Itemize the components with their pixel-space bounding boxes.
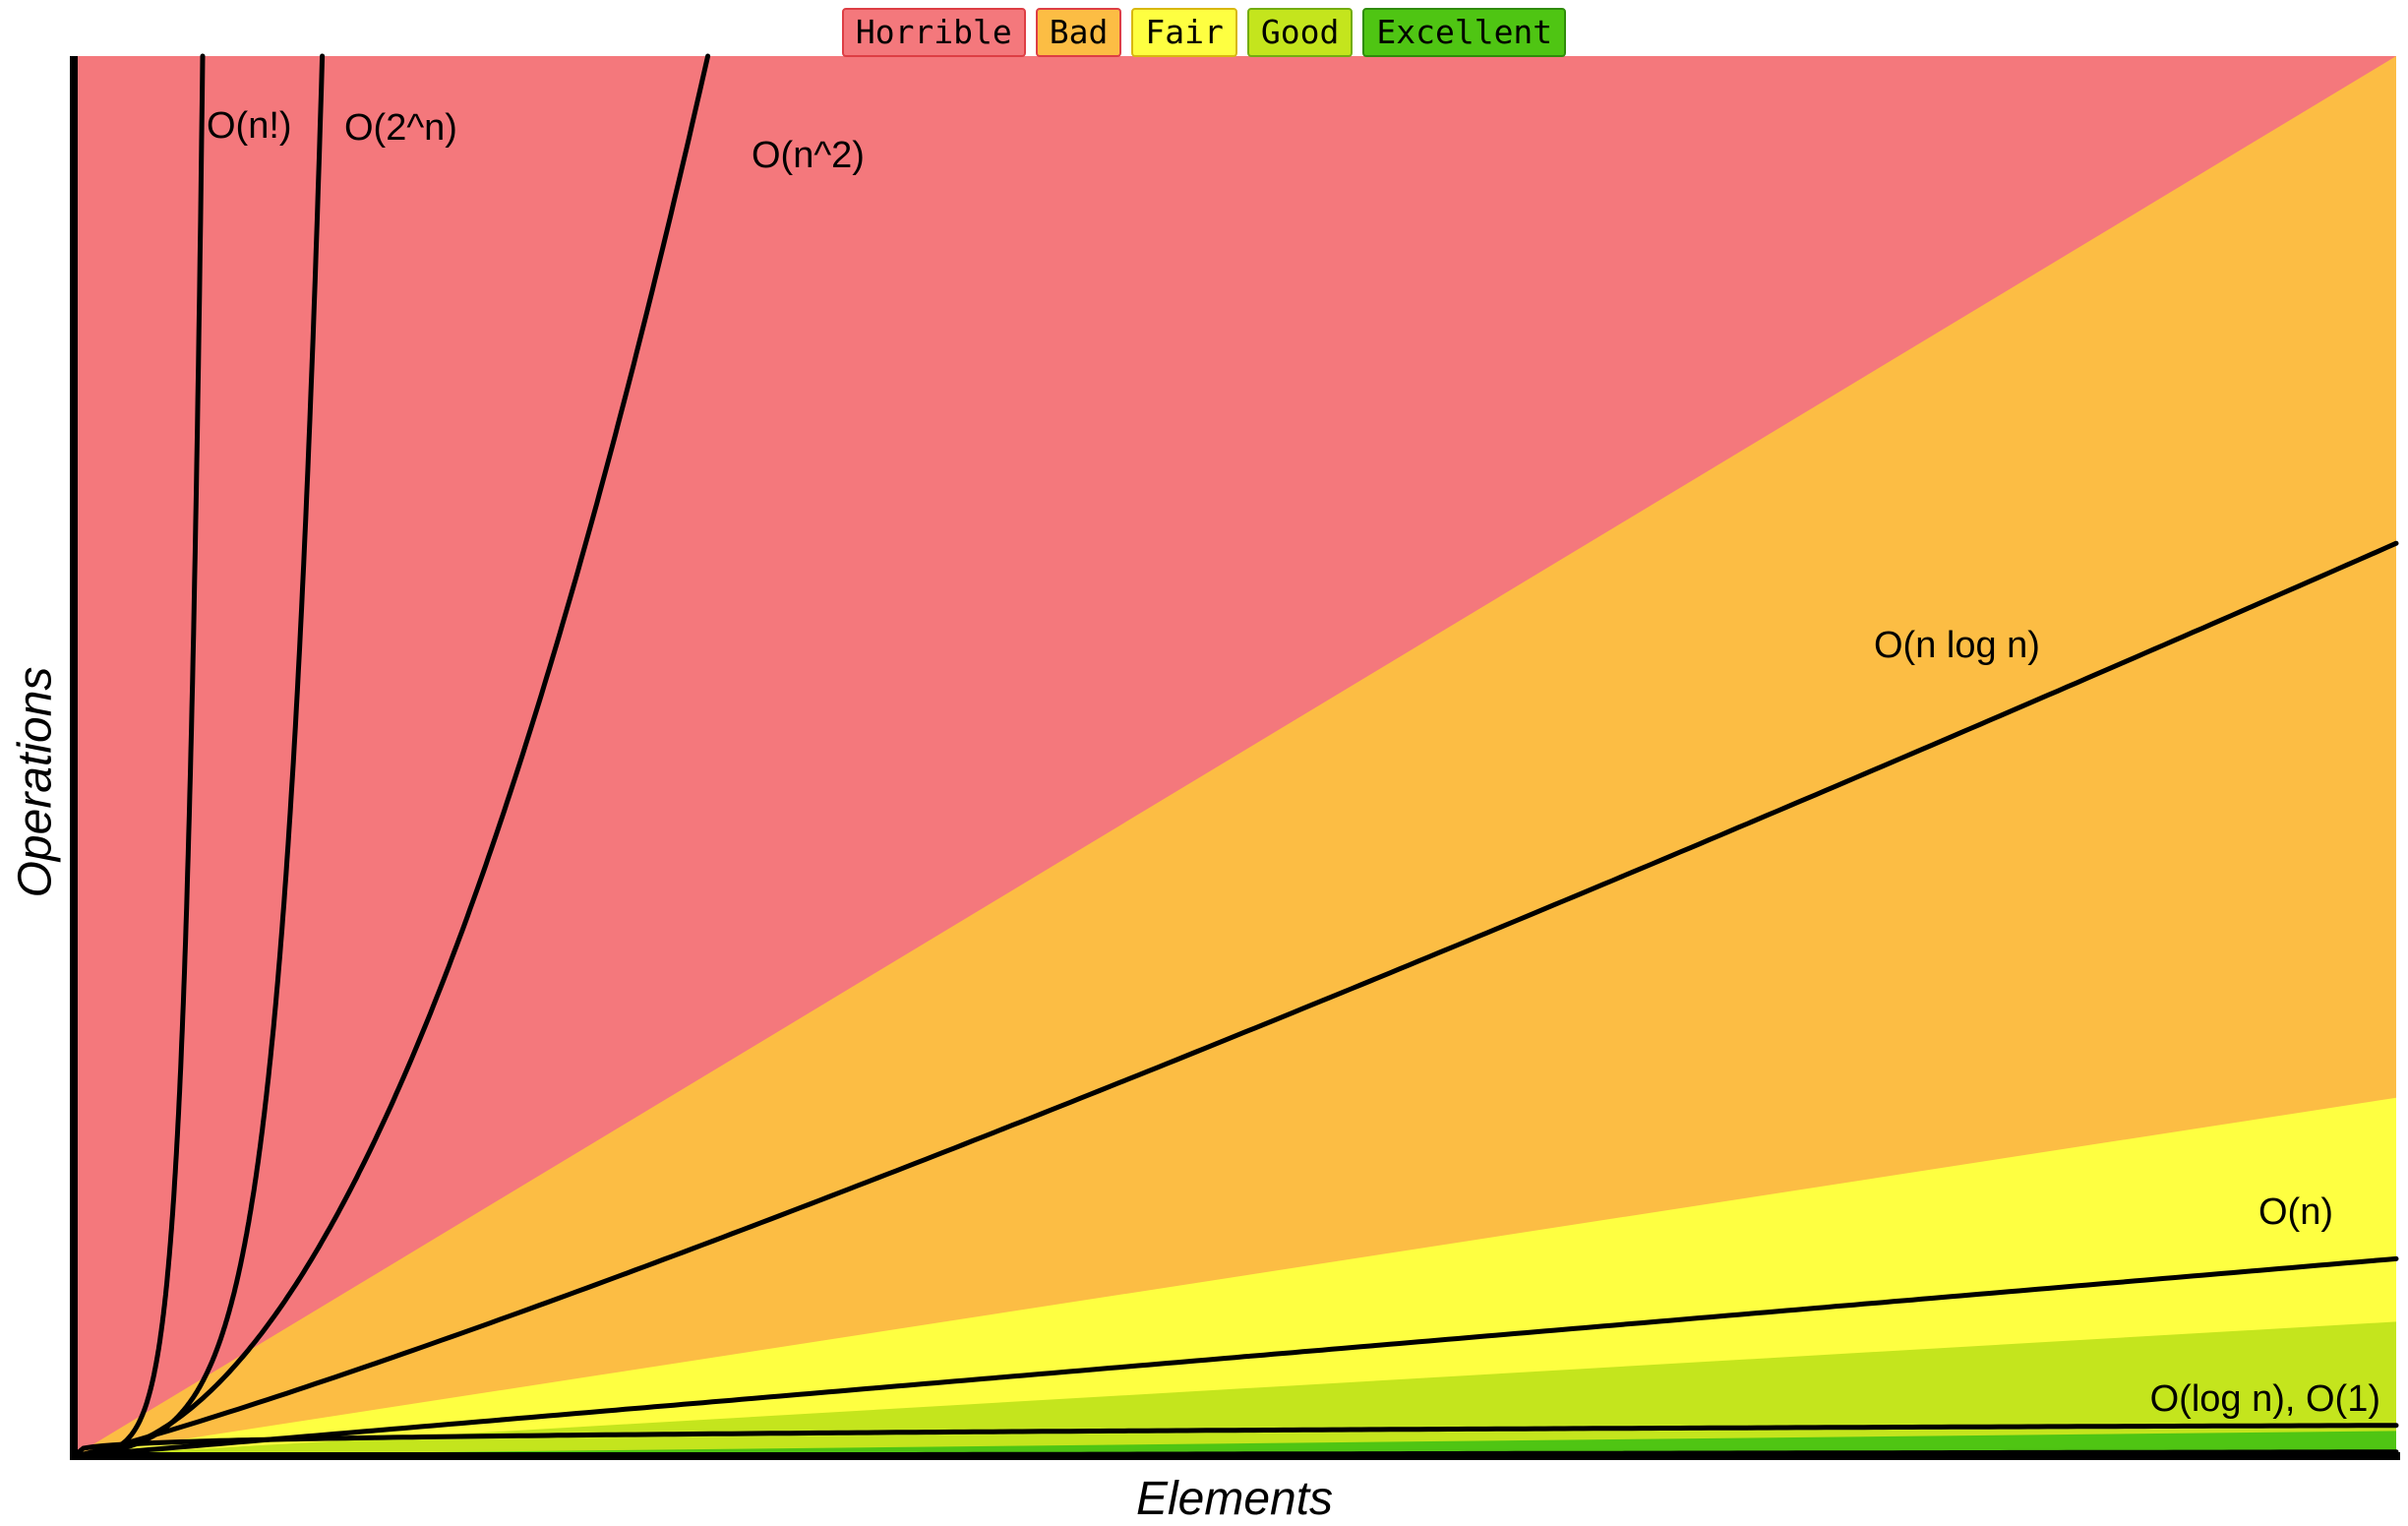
complexity-legend: Horrible Bad Fair Good Excellent — [0, 8, 2408, 57]
annotation-o-log-n-o-1: O(log n), O(1) — [2150, 1378, 2380, 1420]
legend-item-bad: Bad — [1035, 8, 1122, 57]
curve-o-n-2 — [71, 53, 711, 1459]
region-good — [74, 1321, 2396, 1456]
y-axis-label: Operations — [9, 666, 62, 898]
curve-o-n-log-n — [71, 540, 2399, 1459]
annotation-o-n: O(n) — [2258, 1191, 2333, 1233]
region-bad — [74, 56, 2396, 1456]
curve-o-n — [71, 1255, 2399, 1459]
annotation-o-n-log-n: O(n log n) — [1874, 625, 2040, 666]
annotation-o-n-2: O(n^2) — [752, 135, 865, 176]
legend-item-good: Good — [1246, 8, 1354, 57]
legend-item-fair: Fair — [1131, 8, 1237, 57]
x-axis-label: Elements — [1135, 1473, 1334, 1525]
legend-item-horrible: Horrible — [841, 8, 1026, 57]
annotation-o-2-n: O(2^n) — [344, 107, 457, 149]
legend-item-excellent: Excellent — [1362, 8, 1567, 57]
region-excellent — [74, 1431, 2396, 1456]
curve-o-log-n — [71, 1423, 2399, 1459]
annotation-o-n: O(n!) — [207, 105, 292, 147]
